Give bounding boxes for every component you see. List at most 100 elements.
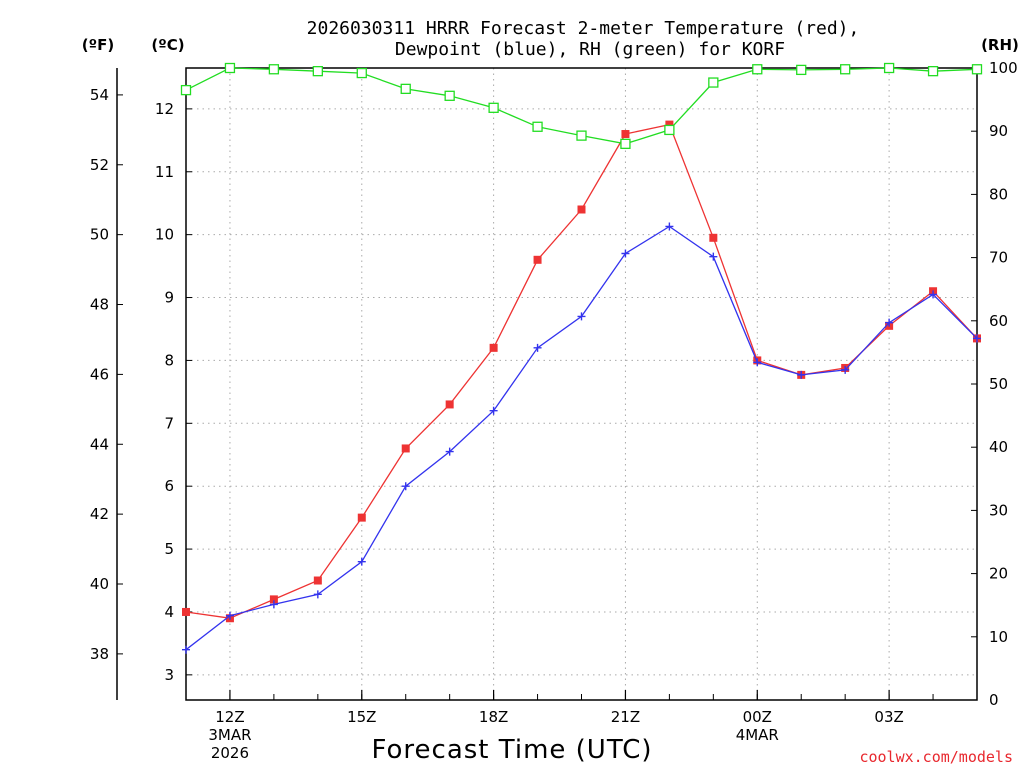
fahrenheit-tick-label: 52 (90, 156, 109, 174)
temperature-point (577, 205, 586, 214)
celsius-tick-label: 9 (164, 289, 174, 307)
dewpoint-point (753, 358, 762, 367)
series-dewpoint (182, 222, 981, 654)
dewpoint-point (401, 482, 410, 491)
rh-tick-label: 40 (989, 438, 1008, 456)
dewpoint-point (225, 611, 234, 620)
rh-point (400, 83, 411, 95)
x-tick-label: 03Z (874, 708, 903, 726)
rh-point (752, 64, 763, 75)
celsius-tick-label: 6 (164, 477, 174, 495)
celsius-unit-label: (ºC) (151, 36, 184, 54)
dewpoint-point (665, 222, 674, 231)
site-credit: coolwx.com/models (859, 748, 1013, 766)
celsius-tick-label: 3 (164, 666, 174, 684)
celsius-tick-label: 4 (164, 603, 174, 621)
x-tick-label: 18Z (479, 708, 508, 726)
rh-point (268, 64, 280, 75)
series-temperature (182, 120, 981, 623)
celsius-tick-label: 10 (155, 226, 174, 244)
rh-tick-label: 30 (989, 501, 1008, 519)
temperature-point (489, 343, 498, 352)
rh-tick-label: 70 (989, 249, 1008, 267)
fahrenheit-tick-label: 42 (90, 505, 109, 523)
rh-unit-label: (RH) (981, 36, 1019, 54)
rh-tick-label: 80 (989, 185, 1008, 203)
dewpoint-point (577, 312, 586, 321)
rh-tick-label: 60 (989, 312, 1008, 330)
axes: 38 40 42 44 46 48 50 52 54 3 4 5 6 7 8 9 10 11 12 0 10 20 30 40… (90, 59, 1018, 762)
fahrenheit-tick-label: 46 (90, 365, 109, 383)
dewpoint-point (621, 249, 630, 258)
rh-tick-label: 10 (989, 628, 1008, 646)
celsius-tick-label: 11 (155, 163, 174, 181)
temperature-point (533, 255, 542, 264)
rh-tick-label: 0 (989, 691, 999, 709)
celsius-tick-label: 12 (155, 100, 174, 118)
x-tick-label: 12Z (215, 708, 244, 726)
x-tick-label: 21Z (611, 708, 640, 726)
x-tick-label: 3MAR (208, 726, 251, 744)
temperature-point (269, 595, 278, 604)
dewpoint-point (269, 600, 278, 609)
fahrenheit-tick-label: 50 (90, 226, 109, 244)
fahrenheit-tick-label: 44 (90, 435, 109, 453)
rh-point (971, 64, 983, 75)
rh-point (444, 90, 455, 101)
series-rh (180, 62, 983, 149)
dewpoint-point (797, 370, 806, 379)
chart-title-line2: Dewpoint (blue), RH (green) for KORF (395, 39, 785, 60)
rh-point (532, 121, 543, 132)
dewpoint-point (973, 334, 981, 343)
dewpoint-point (885, 318, 894, 327)
rh-point (708, 77, 719, 88)
dewpoint-point (445, 447, 454, 456)
rh-point (620, 138, 631, 149)
rh-tick-label: 50 (989, 375, 1008, 393)
x-tick-label: 2026 (211, 744, 249, 762)
rh-point (356, 67, 367, 79)
celsius-tick-label: 5 (164, 540, 174, 558)
x-tick-label: 15Z (347, 708, 376, 726)
temperature-point (182, 607, 190, 616)
rh-point (796, 64, 807, 76)
temperature-point (357, 513, 366, 522)
dewpoint-point (182, 645, 190, 654)
rh-tick-label: 90 (989, 122, 1008, 140)
rh-point (312, 66, 323, 77)
x-tick-label: 00Z (743, 708, 772, 726)
celsius-tick-label: 8 (164, 351, 174, 369)
fahrenheit-tick-label: 40 (90, 575, 109, 593)
rh-point (576, 130, 587, 141)
temperature-point (709, 233, 718, 242)
temperature-point (445, 400, 454, 409)
series (180, 62, 983, 654)
rh-point (927, 66, 939, 77)
rh-tick-label: 20 (989, 565, 1008, 583)
fahrenheit-unit-label: (ºF) (82, 36, 114, 54)
fahrenheit-tick-label: 38 (90, 645, 109, 663)
temperature-point (621, 130, 630, 139)
temperature-point (665, 120, 674, 129)
rh-point (840, 64, 851, 75)
rh-tick-label: 100 (989, 59, 1018, 77)
dewpoint-point (313, 590, 322, 599)
dewpoint-point (533, 343, 542, 352)
dewpoint-point (841, 365, 850, 374)
celsius-tick-label: 7 (164, 414, 174, 432)
fahrenheit-tick-label: 48 (90, 296, 109, 314)
chart-title-line1: 2026030311 HRRR Forecast 2-meter Tempera… (307, 18, 860, 39)
temperature-point (401, 444, 410, 453)
rh-point (180, 84, 192, 96)
dewpoint-point (709, 252, 718, 261)
temperature-line (185, 123, 978, 619)
rh-point (224, 62, 236, 74)
temperature-point (313, 576, 322, 585)
rh-point (664, 124, 675, 136)
plot-frame (185, 67, 978, 701)
rh-point (883, 62, 895, 74)
dewpoint-point (489, 406, 498, 415)
rh-point (488, 102, 499, 113)
fahrenheit-tick-label: 54 (90, 86, 109, 104)
